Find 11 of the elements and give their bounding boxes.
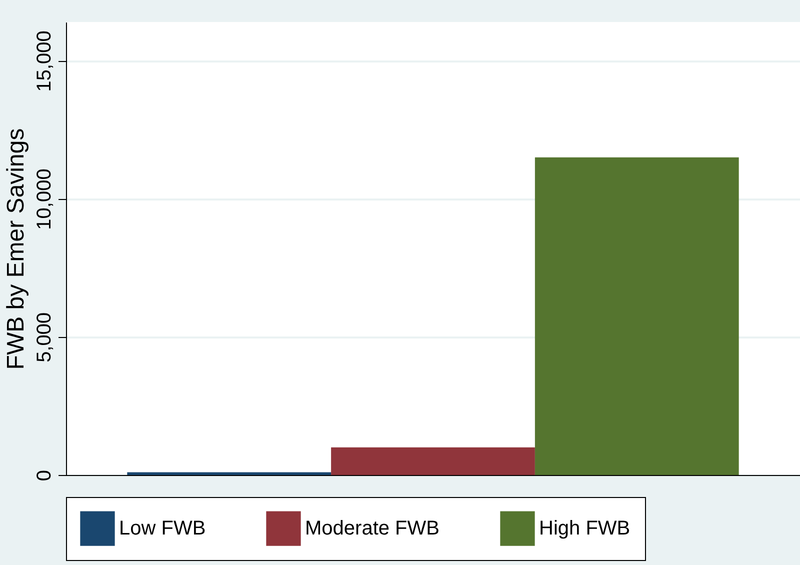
legend-label: High FWB (539, 518, 630, 540)
legend-label: Moderate FWB (305, 518, 440, 540)
legend-label: Low FWB (119, 518, 206, 540)
y-axis-title: FWB by Emer Savings (2, 128, 30, 370)
y-tick-label: 0 (34, 470, 56, 482)
bar (127, 472, 332, 475)
bar (331, 447, 535, 475)
y-tick-label: 15,000 (34, 30, 56, 92)
bar (534, 157, 739, 475)
y-tick-label: 5,000 (34, 312, 56, 362)
y-tick-label: 10,000 (34, 168, 56, 230)
